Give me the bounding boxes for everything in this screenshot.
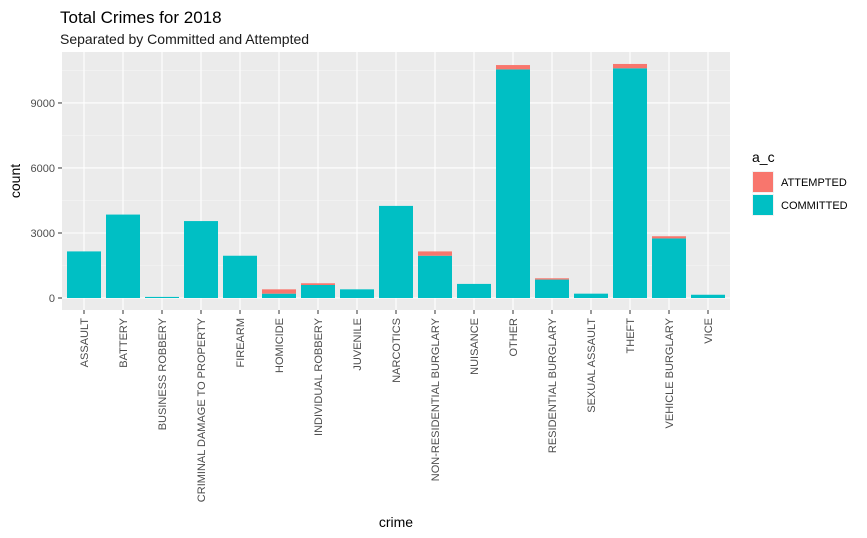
x-tick-label: FIREARM xyxy=(235,318,247,368)
legend-label-committed: COMMITTED xyxy=(781,200,848,212)
bar-committed-2 xyxy=(145,296,179,298)
x-tick-label: NUISANCE xyxy=(469,318,481,375)
y-tick-label: 0 xyxy=(49,293,55,305)
bar-committed-0 xyxy=(67,251,101,298)
legend-label-attempted: ATTEMPTED xyxy=(781,177,847,189)
bar-attempted-11 xyxy=(496,65,530,70)
bar-committed-16 xyxy=(691,294,725,298)
bar-committed-15 xyxy=(652,238,686,298)
bar-committed-13 xyxy=(574,293,608,298)
bar-attempted-12 xyxy=(535,278,569,280)
x-tick-label: BATTERY xyxy=(118,317,130,367)
legend-swatch-attempted xyxy=(753,172,773,192)
bar-committed-4 xyxy=(223,255,257,298)
x-tick-label: BUSINESS ROBBERY xyxy=(157,317,169,430)
x-tick-label: VICE xyxy=(703,318,715,344)
bars-layer xyxy=(67,63,725,298)
bar-attempted-6 xyxy=(301,283,335,285)
x-tick-label: JUVENILE xyxy=(352,318,364,371)
x-tick-label: ASSAULT xyxy=(79,318,91,368)
bar-committed-9 xyxy=(418,255,452,298)
y-tick-label: 9000 xyxy=(31,98,55,110)
chart-title: Total Crimes for 2018 xyxy=(60,8,222,27)
bar-attempted-14 xyxy=(613,63,647,69)
x-tick-label: THEFT xyxy=(625,318,637,354)
bar-committed-10 xyxy=(457,283,491,298)
y-axis-title: count xyxy=(7,164,23,198)
y-tick-label: 3000 xyxy=(31,228,55,240)
x-tick-label: INDIVIDUAL ROBBERY xyxy=(313,317,325,436)
x-axis: ASSAULT BATTERY BUSINESS ROBBERY CRIMINAL D… xyxy=(79,310,715,502)
bar-attempted-15 xyxy=(652,236,686,239)
x-tick-label: OTHER xyxy=(508,318,520,357)
bar-committed-5 xyxy=(262,293,296,298)
bar-committed-11 xyxy=(496,69,530,298)
bar-committed-1 xyxy=(106,214,140,298)
x-tick-label: NARCOTICS xyxy=(391,318,403,383)
bar-committed-6 xyxy=(301,284,335,298)
bar-committed-8 xyxy=(379,205,413,298)
bar-committed-12 xyxy=(535,279,569,298)
x-tick-label: HOMICIDE xyxy=(274,318,286,373)
bar-committed-14 xyxy=(613,68,647,298)
legend-title: a_c xyxy=(752,149,775,165)
y-axis: 0 3000 6000 9000 xyxy=(31,98,62,305)
bar-attempted-5 xyxy=(262,289,296,294)
chart-subtitle: Separated by Committed and Attempted xyxy=(60,31,309,47)
x-tick-label: SEXUAL ASSAULT xyxy=(586,318,598,413)
x-tick-label: NON-RESIDENTIAL BURGLARY xyxy=(430,317,442,481)
bar-committed-3 xyxy=(184,221,218,298)
x-tick-label: VEHICLE BURGLARY xyxy=(664,317,676,428)
x-tick-label: CRIMINAL DAMAGE TO PROPERTY xyxy=(196,317,208,502)
x-axis-title: crime xyxy=(379,514,413,530)
bar-committed-7 xyxy=(340,289,374,298)
legend-swatch-committed xyxy=(753,195,773,215)
y-tick-label: 6000 xyxy=(31,163,55,175)
x-tick-label: RESIDENTIAL BURGLARY xyxy=(547,317,559,453)
bar-attempted-9 xyxy=(418,251,452,256)
legend: a_c ATTEMPTED COMMITTED xyxy=(752,149,848,216)
